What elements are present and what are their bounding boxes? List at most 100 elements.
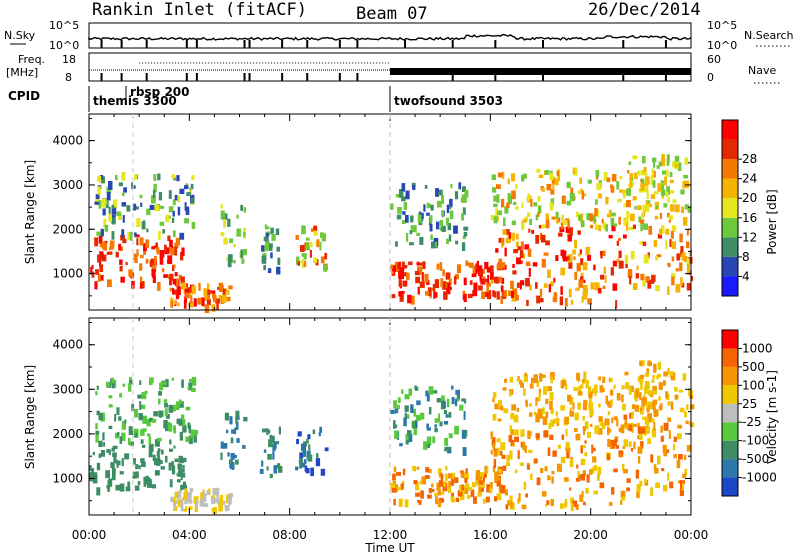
echo-cell bbox=[554, 178, 559, 186]
echo-cell bbox=[419, 480, 422, 485]
echo-cell bbox=[299, 463, 303, 469]
echo-cell bbox=[151, 246, 155, 250]
echo-cell bbox=[598, 416, 603, 423]
echo-cell bbox=[405, 414, 410, 419]
colorbar-tick-label-4: 20 bbox=[742, 191, 757, 205]
echo-cell bbox=[403, 417, 407, 427]
echo-cell bbox=[216, 491, 220, 498]
echo-cell bbox=[462, 235, 466, 240]
echo-cell bbox=[506, 229, 510, 235]
echo-cell bbox=[639, 374, 644, 379]
echo-cell bbox=[521, 504, 527, 510]
echo-cell bbox=[182, 419, 186, 427]
echo-cell bbox=[423, 204, 426, 212]
echo-cell bbox=[122, 192, 125, 197]
echo-cell bbox=[546, 500, 550, 506]
echo-cell bbox=[549, 434, 554, 440]
echo-cell bbox=[671, 225, 677, 232]
echo-cell bbox=[447, 473, 453, 479]
echo-cell bbox=[640, 381, 643, 390]
echo-cell bbox=[682, 473, 686, 479]
echo-cell bbox=[577, 391, 583, 396]
echo-cell bbox=[468, 487, 473, 491]
echo-cell bbox=[306, 438, 309, 444]
echo-cell bbox=[175, 237, 181, 246]
echo-cell bbox=[405, 440, 409, 445]
echo-cell bbox=[550, 189, 555, 195]
echo-cell bbox=[613, 223, 617, 227]
echo-cell bbox=[555, 411, 558, 417]
echo-cell bbox=[498, 258, 503, 265]
echo-cell bbox=[555, 255, 559, 261]
echo-cell bbox=[667, 417, 671, 422]
echo-cell bbox=[419, 266, 423, 274]
echo-cell bbox=[187, 422, 191, 429]
echo-cell bbox=[402, 468, 406, 476]
echo-cell bbox=[660, 189, 666, 196]
echo-cell bbox=[390, 203, 394, 210]
freq-tick-top: 18 bbox=[62, 53, 76, 66]
echo-cell bbox=[642, 241, 647, 247]
echo-cell bbox=[98, 234, 103, 244]
echo-cell bbox=[611, 225, 616, 232]
echo-cell bbox=[501, 454, 506, 459]
echo-cell bbox=[516, 378, 520, 382]
echo-cell bbox=[549, 392, 554, 401]
echo-cell bbox=[569, 458, 574, 467]
echo-cell bbox=[227, 259, 232, 268]
echo-cell bbox=[454, 398, 458, 407]
echo-cell bbox=[96, 410, 100, 416]
ytick-label-1000: 1000 bbox=[52, 471, 83, 485]
echo-cell bbox=[121, 421, 126, 430]
echo-cell bbox=[645, 176, 650, 185]
echo-cell bbox=[121, 432, 126, 441]
echo-cell bbox=[617, 198, 622, 203]
echo-cell bbox=[684, 180, 690, 189]
echo-cell bbox=[179, 232, 185, 240]
echo-cell bbox=[393, 498, 396, 506]
echo-cell bbox=[263, 449, 267, 453]
echo-cell bbox=[663, 422, 669, 431]
echo-cell bbox=[626, 188, 631, 196]
echo-cell bbox=[651, 168, 655, 176]
echo-cell bbox=[518, 493, 521, 502]
echo-cell bbox=[462, 294, 467, 300]
echo-cell bbox=[180, 276, 185, 285]
echo-cell bbox=[634, 172, 638, 180]
echo-cell bbox=[173, 428, 177, 434]
echo-cell bbox=[584, 421, 589, 430]
echo-cell bbox=[628, 184, 631, 189]
echo-cell bbox=[112, 199, 118, 208]
echo-cell bbox=[170, 300, 174, 308]
echo-cell bbox=[108, 425, 113, 429]
echo-cell bbox=[569, 397, 574, 405]
echo-cell bbox=[616, 240, 619, 246]
echo-cell bbox=[575, 477, 581, 482]
echo-cell bbox=[428, 406, 432, 415]
echo-cell bbox=[129, 376, 132, 381]
echo-cell bbox=[491, 437, 496, 447]
echo-cell bbox=[119, 483, 125, 492]
echo-cell bbox=[143, 220, 146, 229]
echo-cell bbox=[236, 214, 239, 219]
echo-cell bbox=[596, 209, 600, 217]
echo-cell bbox=[593, 264, 596, 271]
echo-cell bbox=[590, 224, 594, 229]
echo-cell bbox=[393, 420, 396, 429]
echo-cell bbox=[425, 291, 429, 296]
echo-cell bbox=[431, 483, 434, 488]
echo-cell bbox=[141, 461, 146, 467]
echo-cell bbox=[169, 448, 174, 452]
echo-cell bbox=[485, 465, 489, 474]
echo-cell bbox=[179, 431, 183, 441]
colorbar-cell-4 bbox=[722, 198, 738, 218]
echo-cell bbox=[533, 458, 538, 464]
echo-cell bbox=[391, 488, 397, 493]
echo-cell bbox=[606, 213, 612, 218]
echo-cell bbox=[580, 445, 583, 454]
echo-cell bbox=[398, 279, 402, 287]
colorbar-tick-label-5: 24 bbox=[742, 172, 757, 186]
echo-cell bbox=[525, 277, 530, 287]
echo-cell bbox=[158, 191, 162, 201]
echo-cell bbox=[498, 237, 502, 243]
